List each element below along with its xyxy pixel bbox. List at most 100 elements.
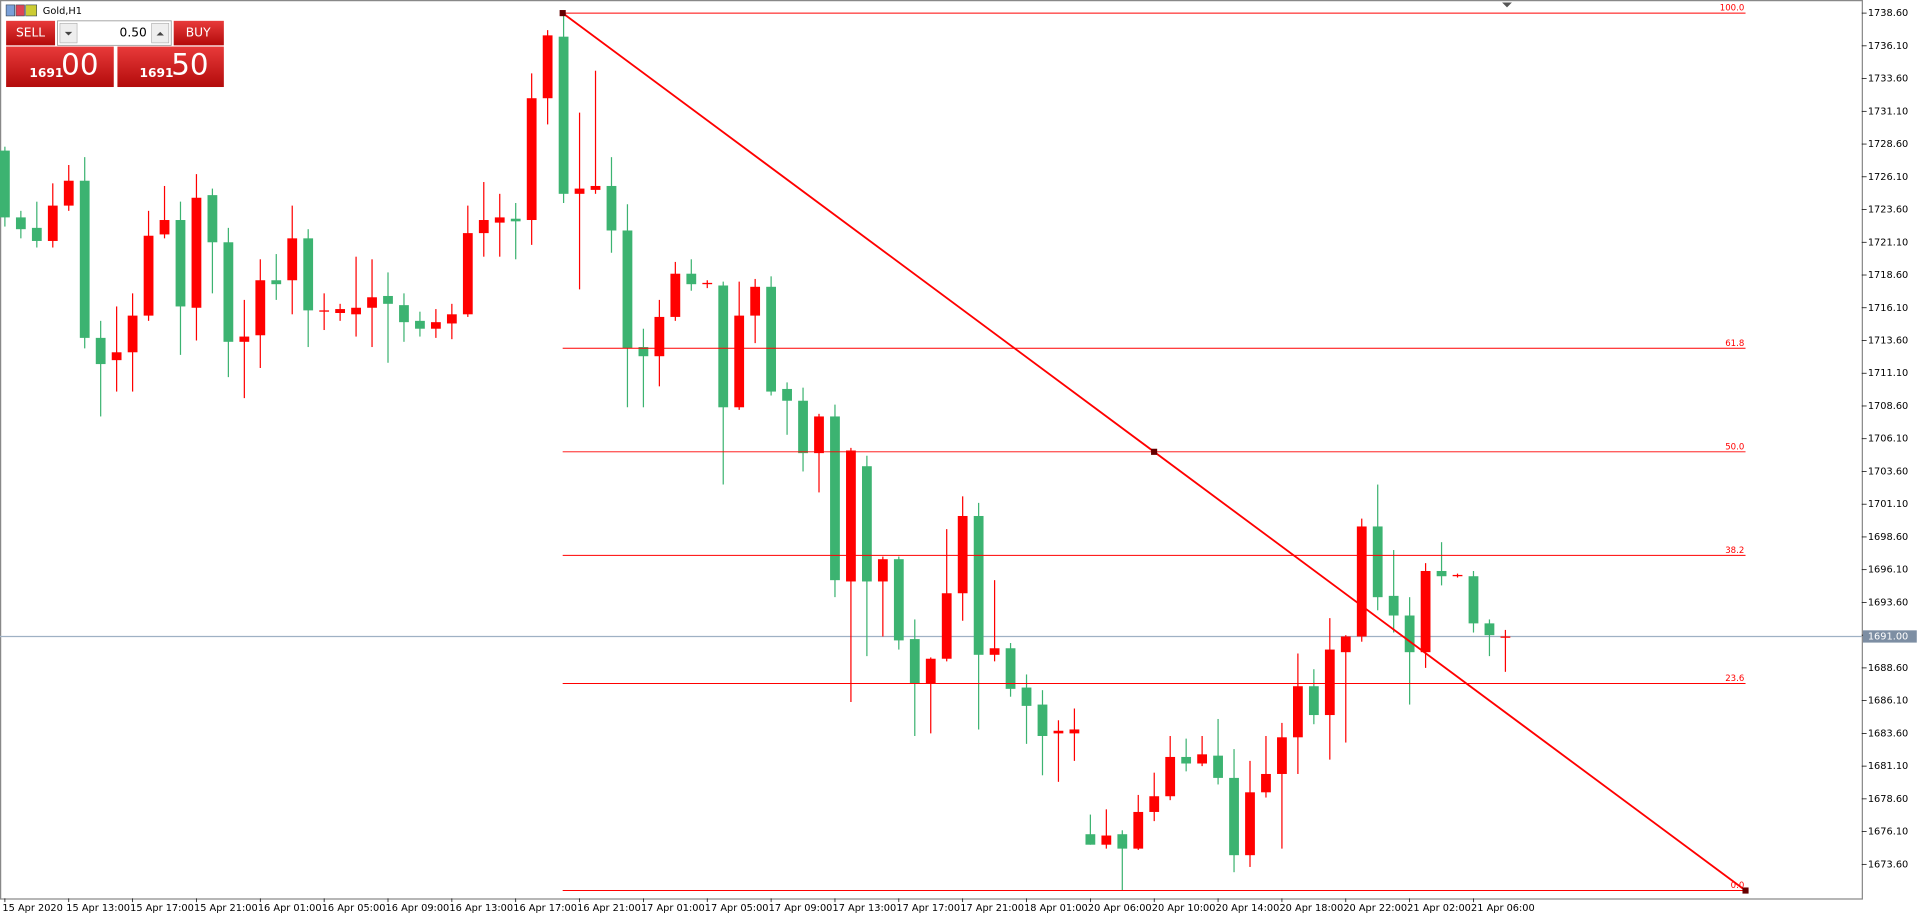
sell-button[interactable] <box>6 20 56 46</box>
icon <box>5 4 15 17</box>
bid-box[interactable] <box>6 46 114 88</box>
candle-body <box>494 217 505 223</box>
candle-body <box>909 639 920 684</box>
x-tick-label: 21 Apr 02:00 <box>1407 903 1471 914</box>
candle-body <box>1277 737 1287 774</box>
shift-marker <box>1502 2 1512 8</box>
candle-body <box>526 98 537 221</box>
candle-body <box>255 280 266 336</box>
candle-body <box>383 295 393 304</box>
candle-body <box>893 559 904 641</box>
bid-big: 1691 <box>29 66 63 80</box>
buy-button[interactable] <box>173 20 224 46</box>
y-tick-label: 1703.60 <box>1868 466 1908 477</box>
y-tick-label: 1731.10 <box>1868 106 1908 117</box>
candle-body <box>79 180 90 338</box>
plot-border <box>0 0 1863 900</box>
y-tick-label: 1723.60 <box>1868 205 1908 216</box>
fib-anchor <box>559 10 566 17</box>
candle-body <box>478 220 489 234</box>
x-tick-label: 17 Apr 13:00 <box>833 903 897 914</box>
y-tick-label: 1728.60 <box>1868 139 1908 150</box>
candle-body <box>558 36 569 194</box>
candle-body <box>1037 704 1048 736</box>
y-tick-label: 1683.60 <box>1868 728 1908 739</box>
candle-body <box>1053 730 1064 734</box>
y-tick-label: 1676.10 <box>1868 827 1908 838</box>
bid-small: 00 <box>61 48 98 82</box>
x-tick-label: 20 Apr 10:00 <box>1152 903 1216 914</box>
arrow <box>64 31 73 36</box>
candle-body <box>1388 595 1399 616</box>
candle-body <box>1308 686 1319 716</box>
candle-body <box>750 286 761 316</box>
candle-body <box>957 515 968 594</box>
candle-body <box>861 466 872 582</box>
current-price-box <box>1862 630 1917 643</box>
ask-big: 1691 <box>139 66 173 80</box>
candle-body <box>654 316 665 357</box>
y-tick-label: 1736.10 <box>1868 41 1908 52</box>
lot-value: 0.50 <box>120 26 147 40</box>
candle-body <box>63 180 74 206</box>
candle-body <box>191 197 202 308</box>
candle-body <box>1420 570 1431 653</box>
candle-body <box>335 309 346 313</box>
x-tick-label: 20 Apr 22:00 <box>1343 903 1407 914</box>
y-tick-label: 1681.10 <box>1868 761 1908 772</box>
candle-body <box>766 286 777 392</box>
candle-body <box>175 220 186 307</box>
y-tick-label: 1686.10 <box>1868 696 1908 707</box>
x-tick-label: 17 Apr 01:00 <box>641 903 705 914</box>
y-tick-label: 1688.60 <box>1868 663 1908 674</box>
x-tick-label: 20 Apr 18:00 <box>1279 903 1343 914</box>
candle-body <box>1261 773 1271 793</box>
x-tick-label: 16 Apr 01:00 <box>258 903 322 914</box>
fib-anchor <box>1151 448 1158 455</box>
candle-body <box>542 35 553 99</box>
candle-body <box>1452 574 1463 577</box>
candle-body <box>1500 636 1511 638</box>
fib-anchor <box>1742 887 1749 894</box>
y-tick-label: 1701.10 <box>1868 499 1908 510</box>
x-tick-label: 16 Apr 13:00 <box>449 903 513 914</box>
candle-body <box>734 315 745 408</box>
candle-body <box>830 416 840 581</box>
candle-body <box>510 218 521 222</box>
x-tick-label: 21 Apr 06:00 <box>1471 903 1535 914</box>
candle-body <box>590 185 601 190</box>
candle-body <box>798 400 808 454</box>
y-tick-label: 1716.10 <box>1868 303 1908 314</box>
candle-body <box>1149 796 1160 812</box>
x-tick-label: 20 Apr 14:00 <box>1216 903 1280 914</box>
x-tick-label: 15 Apr 13:00 <box>66 903 130 914</box>
candle-body <box>973 515 984 655</box>
y-tick-label: 1721.10 <box>1868 237 1908 248</box>
candle-body <box>1404 615 1415 653</box>
x-tick-label: 16 Apr 21:00 <box>577 903 641 914</box>
ask-box[interactable] <box>117 46 224 88</box>
candle-body <box>814 416 824 454</box>
x-tick-label: 20 Apr 06:00 <box>1088 903 1152 914</box>
candle-body <box>782 388 792 401</box>
ask-small: 50 <box>171 48 208 82</box>
candle-body <box>877 559 888 582</box>
candle-body <box>989 648 1000 655</box>
candle-body <box>846 450 856 582</box>
y-tick-label: 1718.60 <box>1868 270 1908 281</box>
candle-body <box>271 280 282 285</box>
sell-label: SELL <box>16 26 45 40</box>
candle-body <box>622 230 633 349</box>
x-tick-label: 15 Apr 17:00 <box>130 903 194 914</box>
candle-body <box>127 315 138 353</box>
candle-body <box>1292 686 1303 738</box>
candle-body <box>686 273 697 285</box>
candle-body <box>111 352 122 361</box>
candle-body <box>1372 526 1383 598</box>
candle-body <box>702 282 713 285</box>
fib-label: 50.0 <box>1725 442 1744 452</box>
candle-body <box>462 233 473 315</box>
y-tick-label: 1673.60 <box>1868 859 1908 870</box>
